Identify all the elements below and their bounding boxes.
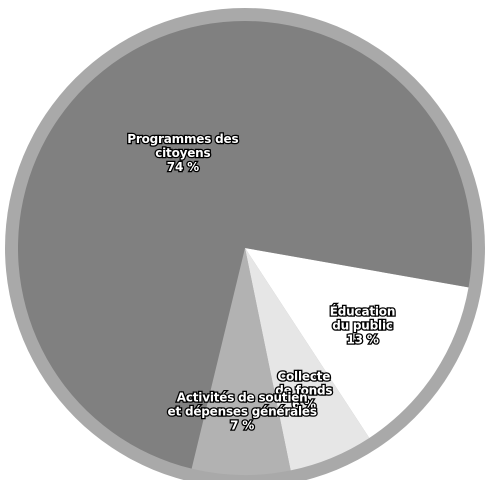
slice-name-label: de fonds [275,384,332,398]
slice-name-label: et dépenses générales [168,404,317,418]
slice-value-label: 6 % [292,398,316,412]
slice-name-label: Programmes des [127,132,238,146]
slice-name-label: Collecte [277,370,330,384]
slice-value-label: 7 % [230,418,254,432]
slice-label: Éducation du public 13 % [330,303,395,346]
slice-value-label: 74 % [167,160,199,174]
pie-slice [191,248,291,475]
slice-name-label: citoyens [155,146,210,160]
slice-name-label: Activités de soutien [177,390,308,404]
slice-value-label: 13 % [346,332,378,346]
slice-label: Programmes des citoyens 74 % [127,132,238,174]
slice-label: Activités de soutien et dépenses générale… [168,390,317,432]
slice-label: Collecte de fonds 6 % [275,370,332,412]
pie-slice [245,248,370,471]
pie-slice [18,20,472,469]
pie-slice [245,248,469,438]
pie-labels: Éducation du public 13 % Collecte de fonds 6 … [126,131,397,434]
pie-slices [18,20,472,475]
slice-name-label: Éducation [330,303,395,318]
slice-name-label: du public [332,318,393,332]
